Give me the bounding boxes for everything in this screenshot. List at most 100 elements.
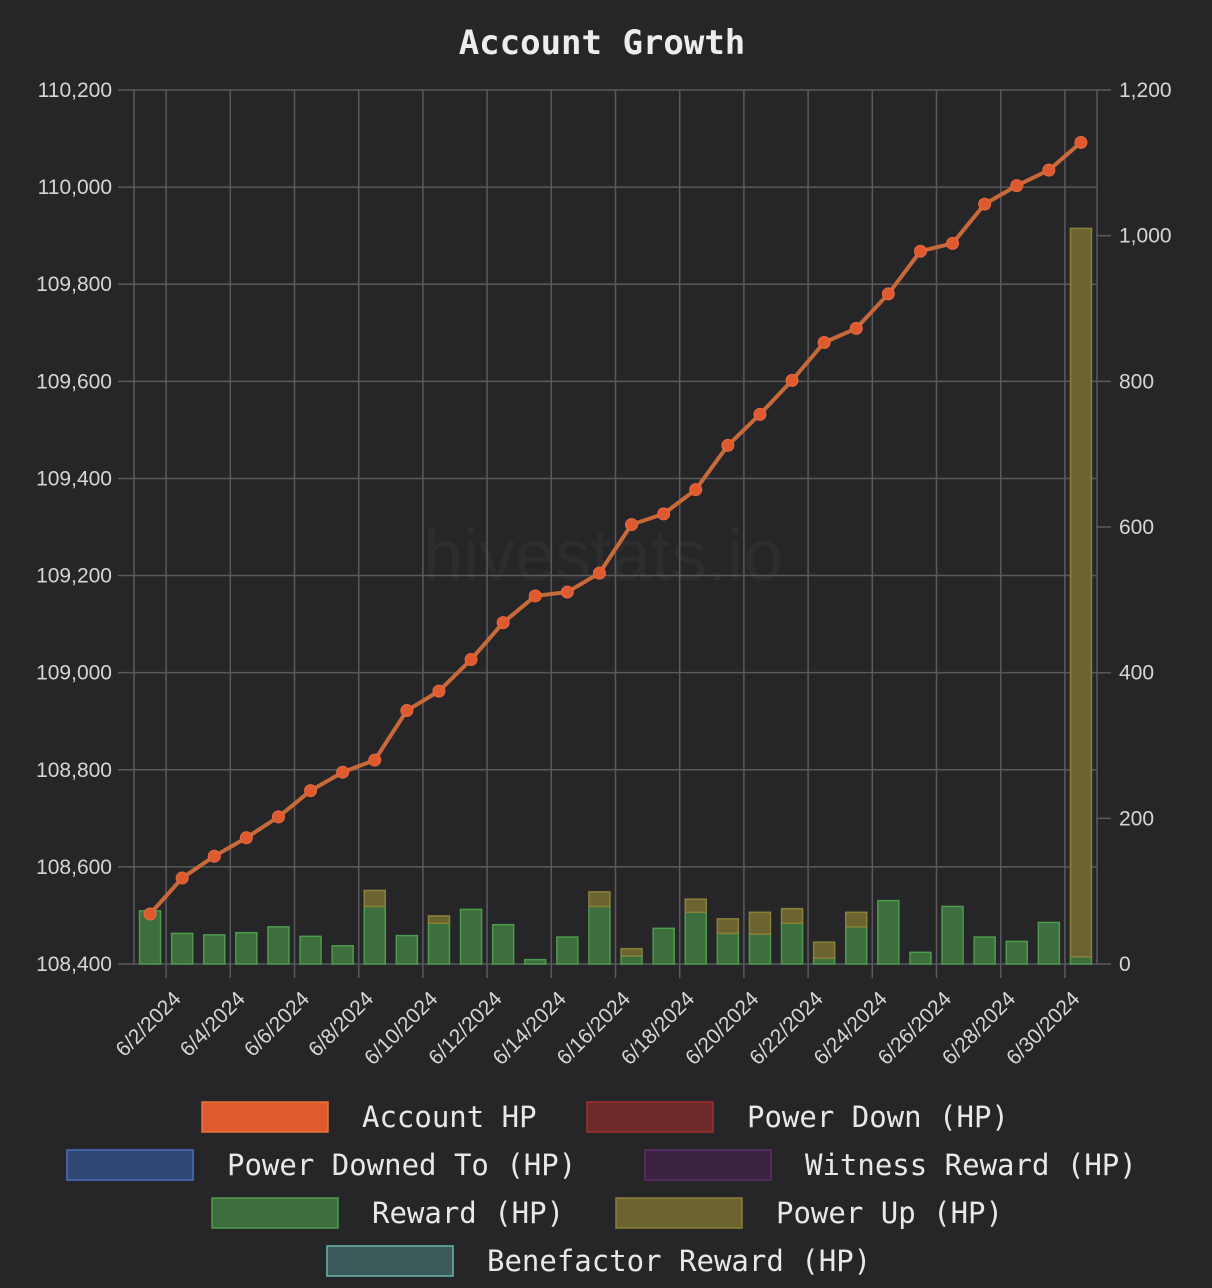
reward-bar	[845, 926, 868, 965]
reward-bar	[1005, 940, 1028, 965]
reward-bar	[556, 936, 579, 965]
reward-bar	[331, 945, 354, 965]
account-hp-point	[400, 704, 414, 718]
reward-bar	[299, 935, 322, 965]
y-left-tick-label: 108,600	[36, 856, 112, 879]
legend-swatch-power-down-hp	[586, 1101, 714, 1133]
account-hp-point	[239, 831, 253, 845]
reward-bar	[203, 934, 226, 965]
legend-swatch-witness-reward-hp	[644, 1149, 772, 1181]
y-left-tick-label: 108,400	[36, 953, 112, 976]
account-hp-point	[881, 287, 895, 301]
y-left-tick-label: 109,400	[36, 467, 112, 490]
reward-bar	[427, 922, 451, 965]
account-hp-point	[368, 753, 382, 767]
y-left-tick-label: 109,600	[36, 370, 112, 393]
power-up-bar	[620, 947, 643, 957]
reward-bar	[684, 911, 707, 965]
power-up-bar	[427, 915, 451, 924]
legend-swatch-power-up-hp	[615, 1197, 743, 1229]
y-left-tick-label: 110,000	[38, 176, 112, 199]
account-hp-point	[496, 616, 510, 630]
bars	[138, 227, 1093, 965]
power-up-bar	[845, 911, 868, 928]
y-right-tick-label: 1,200	[1119, 79, 1172, 102]
y-right-tick-label: 1,000	[1119, 225, 1172, 248]
legend-swatch-reward-hp	[211, 1197, 339, 1229]
account-hp-point	[143, 907, 157, 921]
legend: Account HP Power Down (HP) Power Downed To…	[66, 1100, 1137, 1278]
account-hp-point	[1074, 135, 1088, 149]
account-hp-point	[528, 589, 542, 603]
legend-swatch-account-hp	[201, 1101, 329, 1133]
y-left-tick-label: 110,200	[38, 79, 112, 102]
power-up-bar	[812, 941, 836, 959]
reward-bar	[877, 899, 900, 965]
reward-bar	[395, 934, 419, 965]
reward-bar	[812, 957, 836, 965]
account-hp-point	[849, 321, 863, 335]
reward-bar	[170, 932, 194, 965]
account-hp-point	[464, 653, 478, 667]
account-hp-point	[785, 373, 799, 387]
account-hp-point	[560, 585, 574, 599]
legend-label-account-hp: Account HP	[362, 1100, 537, 1134]
power-up-bar	[748, 911, 772, 935]
legend-label-power-up-hp: Power Up (HP)	[776, 1196, 1003, 1230]
account-hp-point	[207, 849, 221, 863]
account-hp-point	[946, 236, 960, 250]
account-hp-point	[913, 244, 927, 258]
y-left-tick-label: 109,800	[36, 273, 112, 296]
watermark: hivestats.io	[423, 516, 783, 596]
reward-bar	[716, 932, 740, 965]
account-hp-point	[753, 407, 767, 421]
reward-bar	[459, 908, 483, 965]
account-hp-point	[657, 507, 671, 521]
account-hp-point	[978, 197, 992, 211]
legend-label-power-downed-to-hp: Power Downed To (HP)	[227, 1148, 576, 1182]
reward-bar	[652, 927, 675, 965]
account-hp-point	[1010, 179, 1024, 193]
reward-bar	[524, 958, 547, 965]
y-left-tick-label: 109,000	[36, 662, 112, 685]
legend-swatch-power-downed-to-hp	[66, 1149, 194, 1181]
y-right-tick-label: 600	[1119, 516, 1154, 539]
account-hp-line	[143, 135, 1088, 921]
reward-bar	[1069, 955, 1093, 965]
account-hp-point	[817, 335, 831, 349]
account-hp-point	[1042, 163, 1056, 177]
legend-label-reward-hp: Reward (HP)	[372, 1196, 564, 1230]
reward-bar	[620, 955, 643, 965]
legend-label-power-down-hp: Power Down (HP)	[747, 1100, 1009, 1134]
power-up-bar	[588, 891, 611, 908]
account-hp-point	[592, 566, 606, 580]
y-left-tick-label: 109,200	[36, 565, 112, 588]
reward-bar	[1037, 921, 1061, 965]
power-up-bar	[780, 907, 804, 924]
y-right-tick-label: 0	[1119, 953, 1131, 976]
y-right-tick-label: 800	[1119, 370, 1154, 393]
y-right-tick-label: 200	[1119, 807, 1154, 830]
y-right-tick-label: 400	[1119, 662, 1154, 685]
reward-bar	[909, 951, 932, 965]
legend-label-witness-reward-hp: Witness Reward (HP)	[805, 1148, 1137, 1182]
chart-title: Account Growth	[459, 23, 746, 63]
power-up-bar	[684, 898, 707, 914]
y-left-tick-label: 108,800	[36, 759, 112, 782]
account-hp-point	[689, 483, 703, 497]
reward-bar	[588, 905, 611, 965]
x-tick-label: 6/6/2024	[240, 987, 314, 1061]
account-hp-point	[271, 810, 285, 824]
reward-bar	[235, 931, 258, 965]
reward-bar	[973, 936, 996, 965]
account-hp-point	[432, 684, 446, 698]
account-hp-point	[721, 438, 735, 452]
legend-label-benefactor-reward-hp: Benefactor Reward (HP)	[487, 1244, 871, 1278]
account-hp-point	[304, 784, 318, 798]
account-hp-point	[175, 871, 189, 885]
legend-swatch-benefactor-reward-hp	[326, 1245, 454, 1277]
reward-bar	[491, 923, 515, 965]
reward-bar	[748, 933, 772, 965]
account-hp-point	[336, 765, 350, 779]
